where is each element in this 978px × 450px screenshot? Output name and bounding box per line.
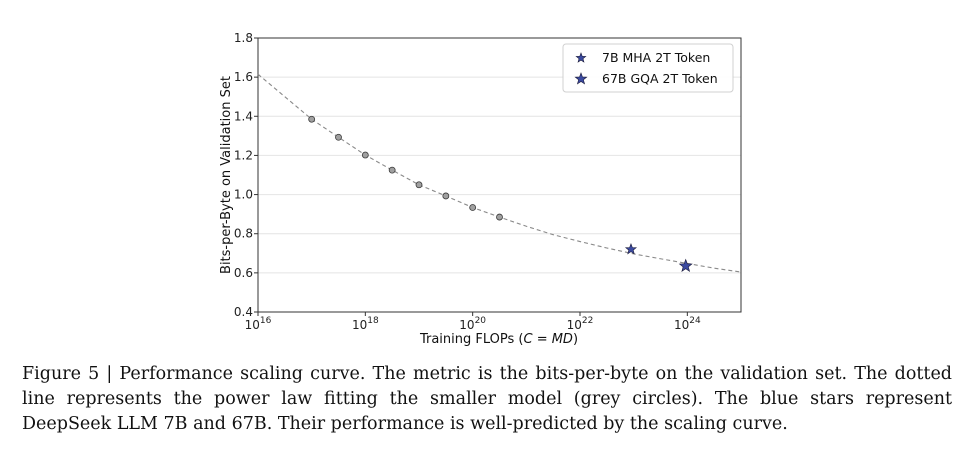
x-axis-label-equation: C = MD [523, 332, 572, 347]
small-model-point [469, 204, 477, 211]
grid-lines [258, 37, 741, 313]
figure-caption: Figure 5 | Performance scaling curve. Th… [22, 364, 952, 434]
y-axis-label: Bits-per-Byte on Validation Set [219, 76, 234, 274]
legend-marker-67b [574, 72, 588, 85]
x-axis-ticks: 1016 1018 1020 1022 1024 [245, 312, 701, 332]
y-tick-label: 1.0 [234, 188, 253, 202]
legend-label-67b: 67B GQA 2T Token [602, 71, 718, 86]
x-tick-label: 1020 [459, 316, 486, 332]
small-model-point [415, 181, 423, 189]
y-tick-label: 0.8 [234, 227, 253, 241]
scaling-chart: 0.4 0.6 0.8 1.0 1.2 1.4 1.6 1.8 1016 1018 1020 102… [219, 31, 742, 347]
small-model-point [308, 115, 316, 123]
x-axis-label-close: ) [573, 332, 578, 347]
data-markers [308, 115, 693, 272]
x-tick-label: 1024 [674, 316, 701, 332]
small-model-point [335, 133, 342, 141]
plot-frame [257, 37, 742, 313]
y-tick-label: 0.6 [234, 266, 253, 280]
y-tick-label: 0.4 [234, 305, 253, 319]
small-model-point [442, 192, 450, 200]
small-model-point [388, 166, 396, 174]
x-axis-label: Training FLOPs (C = MD) [419, 332, 578, 347]
legend-marker-7b [575, 52, 587, 63]
y-tick-label: 1.2 [234, 148, 253, 162]
x-tick-label: 1018 [352, 316, 379, 332]
small-model-point [496, 213, 503, 221]
y-tick-label: 1.6 [234, 70, 253, 84]
star-point-7b [624, 243, 638, 255]
y-tick-label: 1.8 [234, 31, 253, 45]
legend-label-7b: 7B MHA 2T Token [602, 50, 710, 65]
star-point-67b [678, 258, 693, 272]
x-axis-label-text: Training FLOPs ( [419, 332, 524, 347]
x-tick-label: 1016 [245, 316, 272, 332]
legend-box [562, 43, 734, 93]
power-law-fit-line [257, 73, 742, 273]
y-axis-ticks: 0.4 0.6 0.8 1.0 1.2 1.4 1.6 1.8 [234, 31, 258, 319]
small-model-point [361, 151, 369, 159]
y-tick-label: 1.4 [234, 109, 253, 123]
x-tick-label: 1022 [567, 316, 594, 332]
legend: 7B MHA 2T Token 67B GQA 2T Token [562, 43, 734, 93]
